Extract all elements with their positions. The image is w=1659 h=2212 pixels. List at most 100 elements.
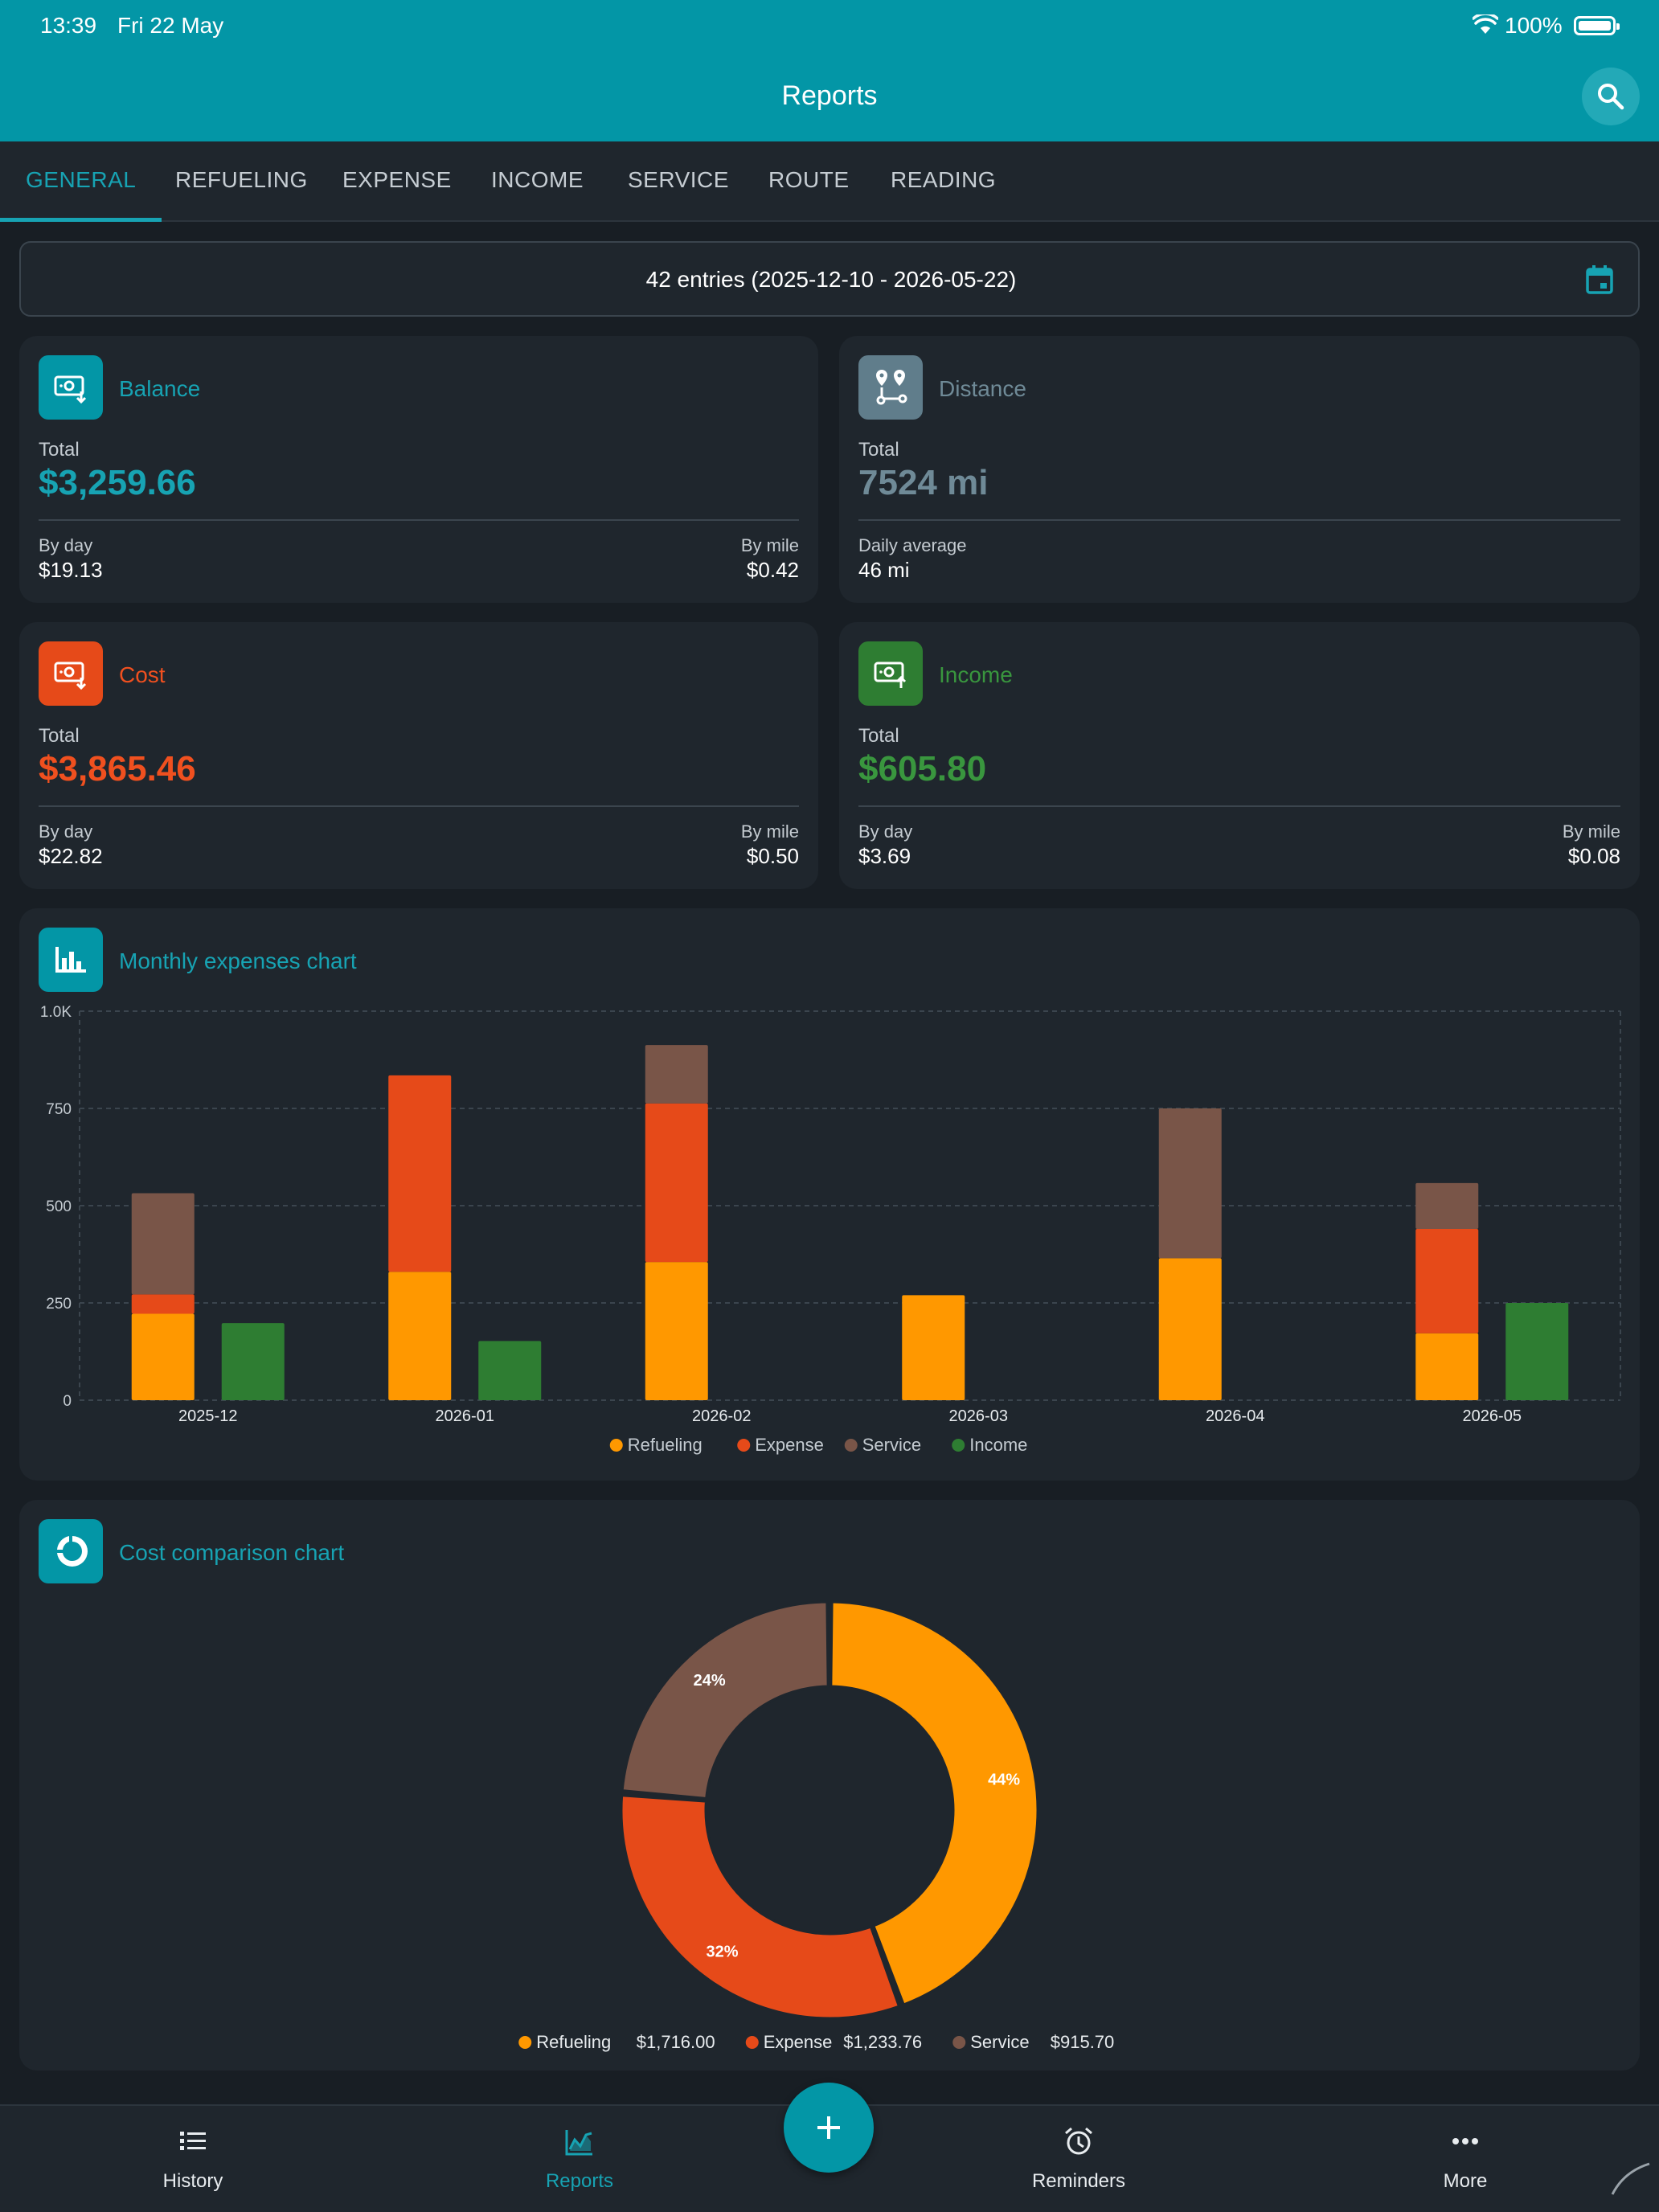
legend-dot-service [952,2036,966,2049]
monthly-chart-title: Monthly expenses chart [119,948,357,973]
slice-expense[interactable] [620,1794,900,2020]
bar-refueling-2025-12[interactable] [131,1313,195,1400]
y-tick-label: 250 [46,1296,72,1313]
more-dots-icon [1452,2138,1478,2144]
slice-service[interactable] [621,1600,830,1800]
tab-service[interactable]: SERVICE [628,167,729,192]
bar-service-2026-05[interactable] [1415,1182,1479,1230]
bar-expense-2026-01[interactable] [388,1075,452,1272]
income-by-mile-label: By mile [1562,821,1620,842]
x-tick-label: 2026-01 [436,1407,494,1425]
legend-amount-service: $915.70 [1051,2032,1115,2052]
legend-dot-expense [745,2036,759,2049]
y-tick-label: 0 [63,1393,72,1410]
legend-dot-income [952,1439,965,1452]
bar-income-2026-05[interactable] [1505,1303,1569,1400]
cost-by-day-value: $22.82 [39,844,103,868]
nav-history[interactable]: History [96,2106,289,2212]
tab-refueling[interactable]: REFUELING [175,167,308,192]
distance-daily-average-value: 46 mi [858,558,910,582]
distance-title: Distance [939,376,1026,401]
cost-icon [39,641,103,706]
bar-chart-icon [39,928,103,992]
nav-reminders[interactable]: Reminders [982,2106,1175,2212]
divider [39,805,799,807]
tab-income[interactable]: INCOME [491,167,584,192]
search-button[interactable] [1582,68,1640,125]
legend-dot-refueling [609,1439,623,1452]
bar-refueling-2026-01[interactable] [388,1272,452,1400]
battery-icon [1574,16,1620,35]
calendar-icon[interactable] [1583,264,1616,296]
app-bar: Reports [0,51,1659,141]
cost-comparison-chart: 44% 32% 24% Refueling $1,716.00 Expense $1,233… [518,1600,1114,2052]
distance-daily-average-label: Daily average [858,535,967,555]
income-title: Income [939,662,1013,687]
balance-title: Balance [119,376,201,401]
slice-pct-refueling: 44% [988,1771,1020,1788]
monthly-expenses-card: Monthly expenses chart 0 250 500 750 1.0K 202… [19,908,1640,1481]
distance-total-label: Total [858,439,899,461]
balance-card[interactable]: Balance Total $3,259.66 By day $19.13 By… [19,336,818,603]
bar-refueling-2026-03[interactable] [902,1295,965,1400]
cost-chart-title: Cost comparison chart [119,1540,345,1565]
income-card[interactable]: Income Total $605.80 By day $3.69 By mil… [839,622,1640,889]
income-by-mile-value: $0.08 [1567,844,1620,868]
route-pins-icon [858,355,923,420]
pencil-scribble-icon [1611,2162,1650,2195]
income-total-label: Total [858,725,899,747]
cost-card[interactable]: Cost Total $3,865.46 By day $22.82 By mi… [19,622,818,889]
nav-reports[interactable]: Reports [483,2106,676,2212]
x-tick-label: 2026-05 [1463,1407,1522,1425]
y-tick-label: 500 [46,1198,72,1215]
bar-expense-2025-12[interactable] [131,1294,195,1314]
nav-reports-label: Reports [545,2170,614,2192]
donut-chart-icon [39,1519,103,1583]
tab-general[interactable]: GENERAL [0,141,162,222]
income-total-value: $605.80 [858,749,987,789]
date-range-filter[interactable]: 42 entries (2025-12-10 - 2026-05-22) [19,241,1640,317]
x-tick-label: 2026-02 [692,1407,751,1425]
balance-icon [39,355,103,420]
income-by-day-value: $3.69 [858,844,911,868]
nav-reminders-label: Reminders [1031,2170,1126,2192]
bar-income-2025-12[interactable] [221,1323,285,1400]
bar-income-2026-01[interactable] [478,1341,542,1400]
cost-chart-legend: Refueling $1,716.00 Expense $1,233.76 Servic… [518,2032,1114,2052]
tab-reading[interactable]: READING [891,167,997,192]
nav-more[interactable]: More [1369,2106,1562,2212]
legend-dot-expense [737,1439,751,1452]
bar-refueling-2026-04[interactable] [1158,1258,1222,1400]
date-range-label: 42 entries (2025-12-10 - 2026-05-22) [645,267,1017,292]
distance-total-value: 7524 mi [858,463,989,502]
tab-route[interactable]: ROUTE [768,167,850,192]
bar-service-2026-04[interactable] [1158,1108,1222,1259]
y-tick-label: 1.0K [40,1004,72,1021]
slice-refueling[interactable] [830,1600,1039,2006]
nav-more-label: More [1443,2170,1488,2192]
legend-amount-expense: $1,233.76 [843,2032,922,2052]
distance-card[interactable]: Distance Total 7524 mi Daily average 46 … [839,336,1640,603]
battery-percent: 100% [1505,13,1563,38]
balance-by-day-label: By day [39,535,93,555]
bar-refueling-2026-02[interactable] [645,1262,708,1400]
slice-pct-service: 24% [694,1672,726,1690]
cost-comparison-card: Cost comparison chart 44% 32% 24% Refueling… [19,1500,1640,2071]
cost-title: Cost [119,662,166,687]
add-entry-button[interactable] [784,2083,874,2173]
legend-label-service: Service [970,2032,1029,2052]
status-date: Fri 22 May [117,13,224,38]
page-title: Reports [781,80,878,111]
tab-expense[interactable]: EXPENSE [342,167,452,192]
monthly-chart-legend: Refueling Expense Service Income [609,1435,1027,1455]
bar-service-2026-02[interactable] [645,1045,708,1104]
bar-expense-2026-05[interactable] [1415,1229,1479,1333]
status-time: 13:39 [40,13,97,38]
bar-expense-2026-02[interactable] [645,1103,708,1263]
cost-by-mile-value: $0.50 [746,844,799,868]
search-icon [1598,84,1624,110]
bar-refueling-2026-05[interactable] [1415,1333,1479,1400]
bar-service-2025-12[interactable] [131,1193,195,1295]
history-list-icon [180,2132,206,2150]
alarm-clock-icon [1065,2127,1092,2155]
